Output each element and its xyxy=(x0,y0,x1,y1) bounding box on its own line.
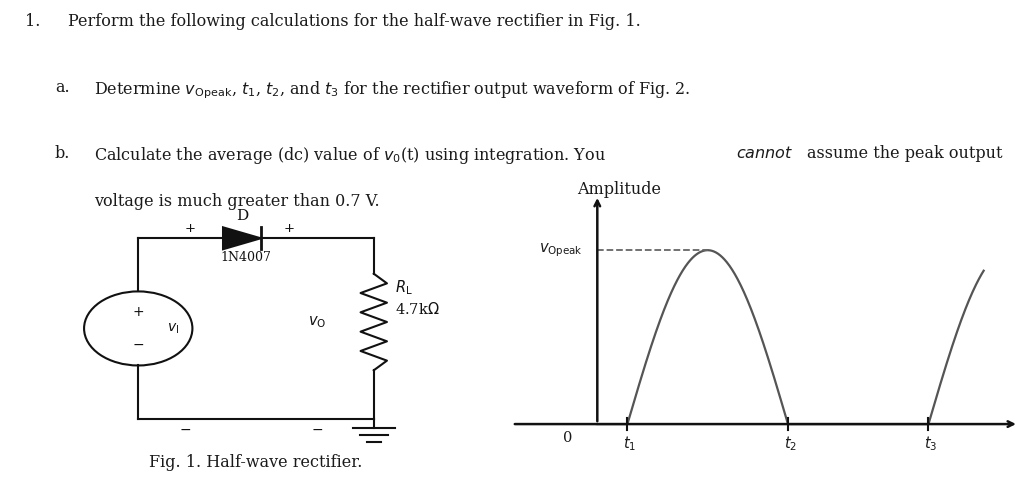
Text: voltage is much greater than 0.7 V.: voltage is much greater than 0.7 V. xyxy=(94,193,380,210)
Text: Calculate the average (dc) value of $v_0$(t) using integration. You: Calculate the average (dc) value of $v_0… xyxy=(94,145,606,167)
Text: 1.: 1. xyxy=(26,14,41,30)
Text: Determine $v_\mathrm{Opeak}$, $t_1$, $t_2$, and $t_3$ for the rectifier output w: Determine $v_\mathrm{Opeak}$, $t_1$, $t_… xyxy=(94,79,691,101)
Text: 4.7k$\Omega$: 4.7k$\Omega$ xyxy=(395,301,439,317)
Text: $R_\mathrm{L}$: $R_\mathrm{L}$ xyxy=(395,279,413,297)
Text: +: + xyxy=(184,222,196,235)
Text: $v_\mathrm{Opeak}$: $v_\mathrm{Opeak}$ xyxy=(539,242,583,259)
Polygon shape xyxy=(223,227,261,249)
Text: b.: b. xyxy=(55,145,71,162)
Text: 1N4007: 1N4007 xyxy=(221,251,271,264)
Text: −: − xyxy=(179,423,191,437)
Text: D: D xyxy=(236,209,248,223)
Text: Fig. 1. Half-wave rectifier.: Fig. 1. Half-wave rectifier. xyxy=(150,454,362,470)
Text: −: − xyxy=(311,423,323,437)
Text: $t_1$: $t_1$ xyxy=(624,435,637,454)
Text: Perform the following calculations for the half-wave rectifier in Fig. 1.: Perform the following calculations for t… xyxy=(68,14,640,30)
Text: +: + xyxy=(132,305,144,319)
Text: Amplitude: Amplitude xyxy=(578,181,662,198)
Text: 0: 0 xyxy=(562,431,571,445)
Text: assume the peak output: assume the peak output xyxy=(807,145,1002,162)
Text: $t_3$: $t_3$ xyxy=(925,435,938,454)
Text: a.: a. xyxy=(55,79,70,97)
Text: +: + xyxy=(284,222,295,235)
Text: $t_2$: $t_2$ xyxy=(784,435,797,454)
Text: $v_\mathrm{I}$: $v_\mathrm{I}$ xyxy=(167,321,178,336)
Text: $v_\mathrm{O}$: $v_\mathrm{O}$ xyxy=(308,314,327,330)
Text: −: − xyxy=(132,338,144,352)
Text: $\it{cannot}$: $\it{cannot}$ xyxy=(736,145,794,162)
